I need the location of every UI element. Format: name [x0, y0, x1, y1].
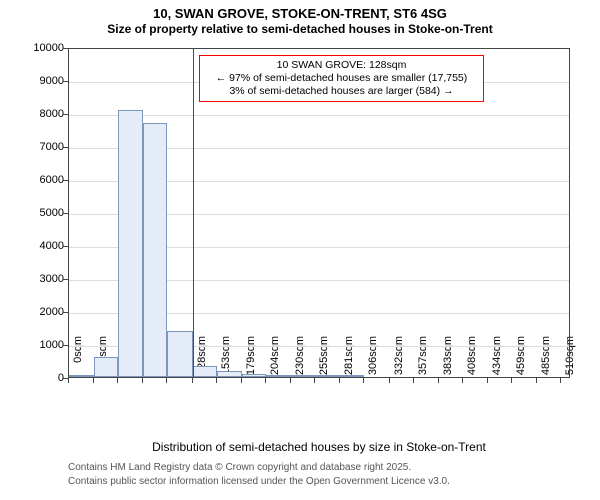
x-tick-mark — [462, 378, 463, 383]
y-tick-label: 2000 — [14, 306, 64, 318]
y-tick-label: 4000 — [14, 240, 64, 252]
chart-container: 10, SWAN GROVE, STOKE-ON-TRENT, ST6 4SG … — [0, 0, 600, 500]
chart-title-line1: 10, SWAN GROVE, STOKE-ON-TRENT, ST6 4SG — [0, 6, 600, 21]
histogram-bar — [118, 110, 143, 377]
footer-line2: Contains public sector information licen… — [68, 476, 450, 487]
histogram-bar — [291, 375, 315, 377]
histogram-bar — [217, 371, 242, 377]
histogram-bar — [315, 375, 340, 377]
y-tick-label: 8000 — [14, 108, 64, 120]
histogram-bar — [143, 123, 167, 377]
x-tick-mark — [560, 378, 561, 383]
x-tick-mark — [142, 378, 143, 383]
x-tick-mark — [241, 378, 242, 383]
y-tick-label: 5000 — [14, 207, 64, 219]
x-tick-mark — [314, 378, 315, 383]
x-tick-mark — [265, 378, 266, 383]
y-tick-label: 7000 — [14, 141, 64, 153]
x-tick-mark — [93, 378, 94, 383]
x-tick-mark — [216, 378, 217, 383]
x-tick-mark — [192, 378, 193, 383]
x-tick-mark — [166, 378, 167, 383]
x-tick-mark — [389, 378, 390, 383]
histogram-bar — [167, 331, 192, 377]
x-tick-mark — [511, 378, 512, 383]
annotation-line3: 3% of semi-detached houses are larger (5… — [206, 85, 477, 98]
histogram-bar — [94, 357, 118, 377]
histogram-bar — [340, 375, 364, 377]
y-tick-label: 3000 — [14, 273, 64, 285]
annotation-box: 10 SWAN GROVE: 128sqm← 97% of semi-detac… — [199, 55, 484, 102]
y-tick-label: 10000 — [14, 42, 64, 54]
y-tick-label: 1000 — [14, 339, 64, 351]
chart-title-line2: Size of property relative to semi-detach… — [0, 22, 600, 36]
y-tick-label: 9000 — [14, 75, 64, 87]
histogram-bar — [266, 375, 291, 377]
x-tick-mark — [290, 378, 291, 383]
x-axis-title: Distribution of semi-detached houses by … — [68, 440, 570, 454]
plot-area: 10 SWAN GROVE: 128sqm← 97% of semi-detac… — [68, 48, 570, 378]
y-tick-label: 6000 — [14, 174, 64, 186]
footer-line1: Contains HM Land Registry data © Crown c… — [68, 462, 411, 473]
histogram-bar — [193, 366, 217, 377]
x-tick-mark — [117, 378, 118, 383]
marker-line — [193, 49, 194, 377]
y-tick-label: 0 — [14, 372, 64, 384]
histogram-bar — [69, 375, 94, 377]
annotation-line1: 10 SWAN GROVE: 128sqm — [206, 59, 477, 72]
annotation-line2: ← 97% of semi-detached houses are smalle… — [206, 72, 477, 85]
x-tick-mark — [413, 378, 414, 383]
x-tick-mark — [487, 378, 488, 383]
histogram-bar — [242, 374, 266, 377]
x-tick-mark — [363, 378, 364, 383]
x-tick-mark — [536, 378, 537, 383]
x-tick-mark — [68, 378, 69, 383]
x-tick-mark — [438, 378, 439, 383]
x-tick-mark — [339, 378, 340, 383]
